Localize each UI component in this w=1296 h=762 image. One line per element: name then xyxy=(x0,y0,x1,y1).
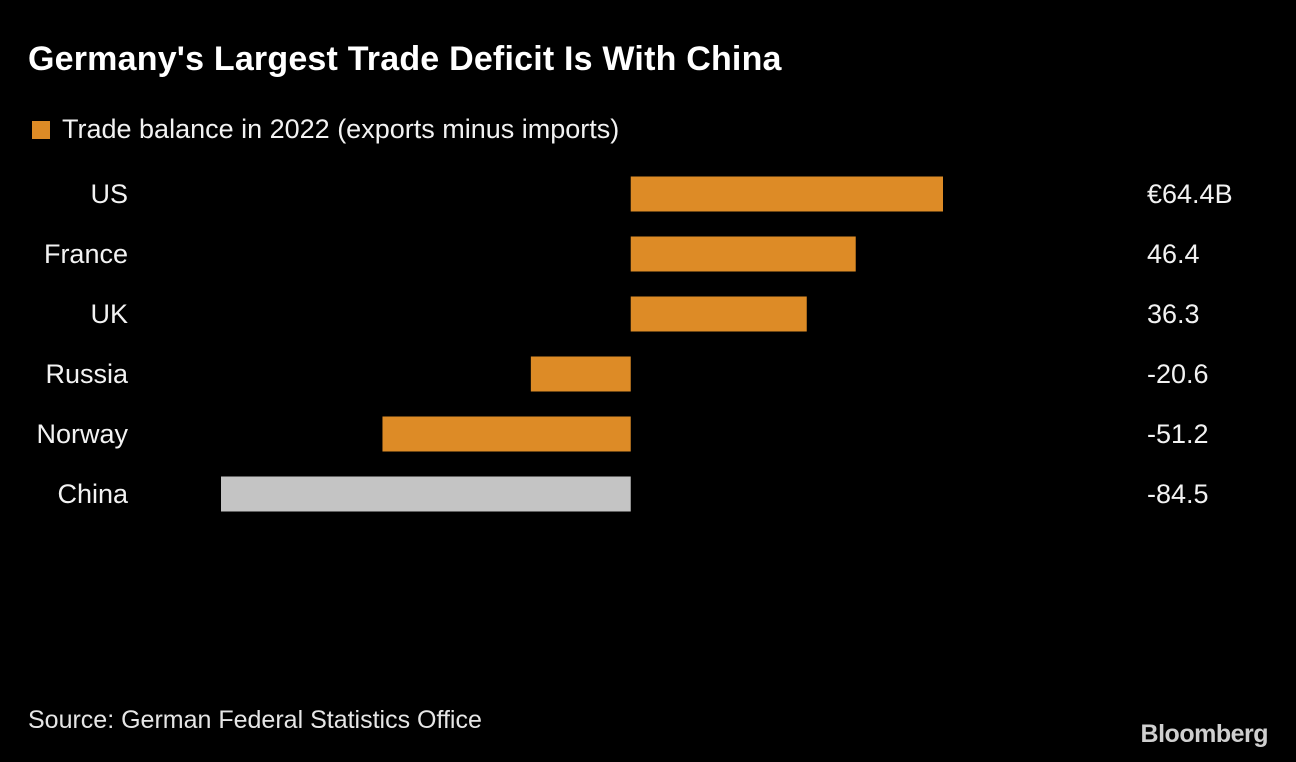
value-label-russia: -20.6 xyxy=(1147,359,1209,389)
category-label-china: China xyxy=(57,479,129,509)
category-label-us: US xyxy=(90,179,128,209)
bar-norway xyxy=(382,416,631,452)
category-label-uk: UK xyxy=(90,299,128,329)
value-label-norway: -51.2 xyxy=(1147,419,1209,449)
bloomberg-logo: Bloomberg xyxy=(1140,720,1269,748)
legend: Trade balance in 2022 (exports minus imp… xyxy=(32,114,619,145)
value-label-uk: 36.3 xyxy=(1147,299,1200,329)
value-label-china: -84.5 xyxy=(1147,479,1209,509)
category-label-russia: Russia xyxy=(45,359,129,389)
bar-uk xyxy=(630,296,807,332)
bar-france xyxy=(630,236,856,272)
bar-russia xyxy=(530,356,631,392)
source-note: Source: German Federal Statistics Office xyxy=(28,706,482,734)
value-label-us: €64.4B xyxy=(1147,179,1233,209)
bar-us xyxy=(630,176,943,212)
legend-label: Trade balance in 2022 (exports minus imp… xyxy=(62,114,620,144)
legend-swatch xyxy=(32,120,50,139)
bar-china xyxy=(221,476,631,512)
chart-title: Germany's Largest Trade Deficit Is With … xyxy=(28,40,782,78)
value-label-france: 46.4 xyxy=(1147,239,1200,269)
category-label-norway: Norway xyxy=(36,419,128,449)
category-label-france: France xyxy=(44,239,128,269)
